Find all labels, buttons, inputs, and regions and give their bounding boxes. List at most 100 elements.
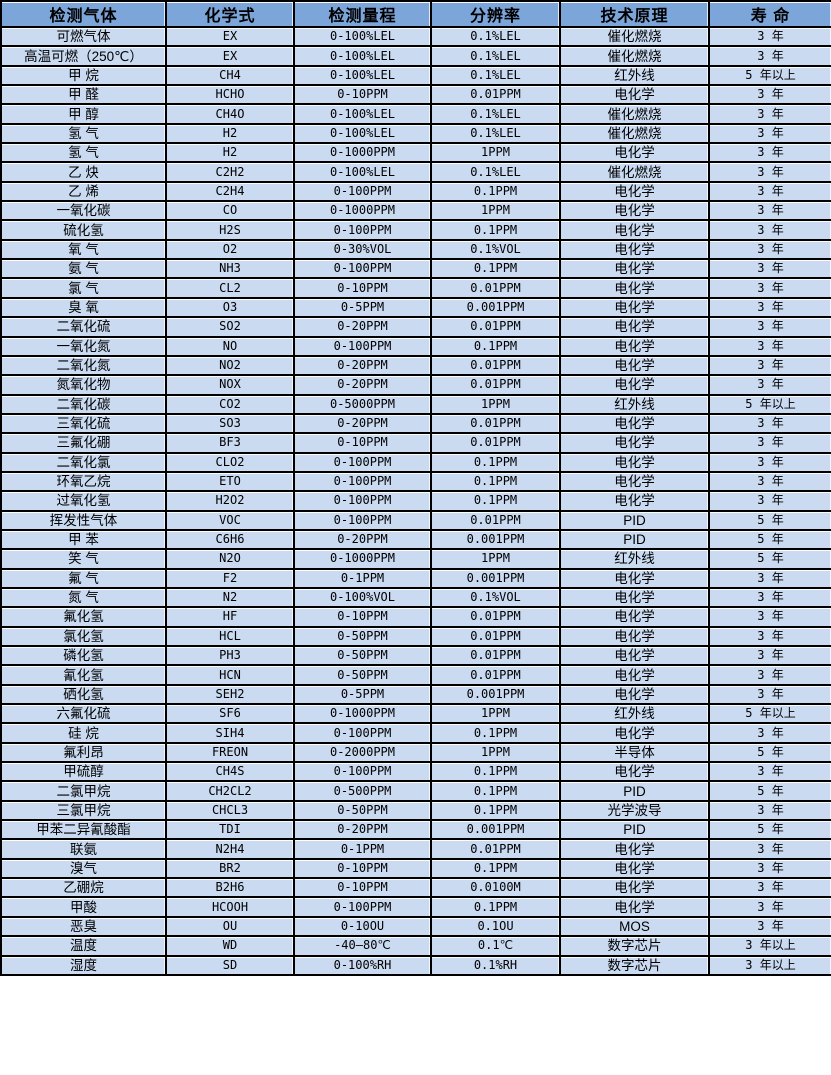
cell-gas-name: 三氯甲烷 bbox=[0, 799, 167, 822]
cell-lifespan: 3 年 bbox=[708, 683, 831, 706]
cell-gas-name: 氨 气 bbox=[0, 258, 167, 280]
cell-detection-range: 0-100PPM bbox=[293, 219, 432, 241]
table-row: 氨 气 NH3 0-100PPM 0.1PPM 电化学 3 年 bbox=[0, 258, 831, 280]
cell-detection-range: 0-20PPM bbox=[293, 528, 432, 551]
column-header-resolution: 分辨率 bbox=[430, 0, 561, 28]
cell-resolution: 0.1OU bbox=[430, 915, 561, 938]
table-row: 三氯甲烷 CHCL3 0-50PPM 0.1PPM 光学波导 3 年 bbox=[0, 799, 831, 822]
cell-chemical-formula: SO3 bbox=[165, 412, 295, 435]
cell-technology-principle: 电化学 bbox=[559, 664, 710, 686]
cell-technology-principle: PID bbox=[559, 528, 710, 551]
cell-technology-principle: 红外线 bbox=[559, 703, 710, 725]
cell-lifespan: 3 年以上 bbox=[708, 954, 831, 976]
cell-technology-principle: 红外线 bbox=[559, 64, 710, 87]
cell-gas-name: 三氧化硫 bbox=[0, 412, 167, 435]
cell-resolution: 0.1%LEL bbox=[430, 161, 561, 183]
table-row: 氮 气 N2 0-100%VOL 0.1%VOL 电化学 3 年 bbox=[0, 586, 831, 609]
cell-technology-principle: 催化燃烧 bbox=[559, 25, 710, 48]
cell-technology-principle: 电化学 bbox=[559, 896, 710, 918]
table-row: 甲 醇 CH4O 0-100%LEL 0.1%LEL 催化燃烧 3 年 bbox=[0, 103, 831, 125]
cell-resolution: 0.1PPM bbox=[430, 780, 561, 802]
cell-technology-principle: 红外线 bbox=[559, 393, 710, 415]
cell-technology-principle: 电化学 bbox=[559, 84, 710, 106]
table-row: 硅 烷 SIH4 0-100PPM 0.1PPM 电化学 3 年 bbox=[0, 722, 831, 744]
cell-resolution: 0.01PPM bbox=[430, 644, 561, 667]
cell-detection-range: 0-500PPM bbox=[293, 780, 432, 802]
cell-technology-principle: 电化学 bbox=[559, 490, 710, 512]
cell-technology-principle: 电化学 bbox=[559, 238, 710, 261]
cell-resolution: 0.1PPM bbox=[430, 490, 561, 512]
cell-chemical-formula: NH3 bbox=[165, 258, 295, 280]
cell-gas-name: 湿度 bbox=[0, 954, 167, 976]
cell-gas-name: 氧 气 bbox=[0, 238, 167, 261]
cell-resolution: 0.1℃ bbox=[430, 935, 561, 957]
cell-resolution: 0.01PPM bbox=[430, 412, 561, 435]
cell-resolution: 0.1%LEL bbox=[430, 64, 561, 87]
cell-detection-range: 0-50PPM bbox=[293, 664, 432, 686]
cell-lifespan: 3 年 bbox=[708, 374, 831, 396]
cell-technology-principle: 电化学 bbox=[559, 354, 710, 377]
cell-technology-principle: 电化学 bbox=[559, 374, 710, 396]
cell-gas-name: 二氧化氯 bbox=[0, 451, 167, 473]
table-row: 高温可燃（250℃） EX 0-100%LEL 0.1%LEL 催化燃烧 3 年 bbox=[0, 45, 831, 67]
cell-lifespan: 5 年 bbox=[708, 741, 831, 764]
table-row: 可燃气体 EX 0-100%LEL 0.1%LEL 催化燃烧 3 年 bbox=[0, 25, 831, 48]
cell-lifespan: 3 年 bbox=[708, 277, 831, 299]
cell-chemical-formula: H2O2 bbox=[165, 490, 295, 512]
table-row: 乙 炔 C2H2 0-100%LEL 0.1%LEL 催化燃烧 3 年 bbox=[0, 161, 831, 183]
cell-chemical-formula: HCN bbox=[165, 664, 295, 686]
gas-sensor-spec-table: 检测气体 化学式 检测量程 分辨率 技术原理寿 命 可燃气体 EX 0-100%LEL 0.1… bbox=[0, 0, 831, 976]
cell-lifespan: 3 年以上 bbox=[708, 935, 831, 957]
cell-chemical-formula: CL2 bbox=[165, 277, 295, 299]
cell-detection-range: 0-100%LEL bbox=[293, 25, 432, 48]
cell-detection-range: 0-100PPM bbox=[293, 258, 432, 280]
cell-technology-principle: 催化燃烧 bbox=[559, 103, 710, 125]
cell-resolution: 0.1PPM bbox=[430, 335, 561, 357]
cell-chemical-formula: FREON bbox=[165, 741, 295, 764]
cell-resolution: 1PPM bbox=[430, 548, 561, 570]
table-row: 氟化氢 HF 0-10PPM 0.01PPM 电化学 3 年 bbox=[0, 606, 831, 628]
cell-detection-range: 0-50PPM bbox=[293, 625, 432, 648]
cell-chemical-formula: CO bbox=[165, 200, 295, 222]
cell-gas-name: 过氧化氢 bbox=[0, 490, 167, 512]
cell-technology-principle: 电化学 bbox=[559, 180, 710, 203]
table-row: 一氧化氮 NO 0-100PPM 0.1PPM 电化学 3 年 bbox=[0, 335, 831, 357]
cell-lifespan: 3 年 bbox=[708, 451, 831, 473]
cell-gas-name: 硒化氢 bbox=[0, 683, 167, 706]
cell-detection-range: 0-100PPM bbox=[293, 896, 432, 918]
cell-gas-name: 笑 气 bbox=[0, 548, 167, 570]
cell-technology-principle: MOS bbox=[559, 915, 710, 938]
table-row: 二氧化碳 CO2 0-5000PPM 1PPM 红外线 5 年以上 bbox=[0, 393, 831, 415]
cell-detection-range: 0-30%VOL bbox=[293, 238, 432, 261]
table-row: 二氧化硫 SO2 0-20PPM 0.01PPM 电化学 3 年 bbox=[0, 316, 831, 338]
cell-technology-principle: 电化学 bbox=[559, 857, 710, 880]
cell-technology-principle: 半导体 bbox=[559, 741, 710, 764]
cell-resolution: 0.1PPM bbox=[430, 258, 561, 280]
cell-lifespan: 3 年 bbox=[708, 606, 831, 628]
table-row: 乙硼烷 B2H6 0-10PPM 0.0100M 电化学 3 年 bbox=[0, 877, 831, 899]
cell-detection-range: 0-20PPM bbox=[293, 316, 432, 338]
cell-gas-name: 一氧化氮 bbox=[0, 335, 167, 357]
cell-gas-name: 臭 氧 bbox=[0, 296, 167, 319]
cell-resolution: 0.1PPM bbox=[430, 857, 561, 880]
cell-detection-range: 0-1000PPM bbox=[293, 548, 432, 570]
cell-gas-name: 氟利昂 bbox=[0, 741, 167, 764]
cell-lifespan: 5 年以上 bbox=[708, 64, 831, 87]
cell-detection-range: 0-100%RH bbox=[293, 954, 432, 976]
cell-gas-name: 甲 醛 bbox=[0, 84, 167, 106]
cell-resolution: 0.01PPM bbox=[430, 625, 561, 648]
table-row: 二氧化氯 CLO2 0-100PPM 0.1PPM 电化学 3 年 bbox=[0, 451, 831, 473]
cell-resolution: 0.1PPM bbox=[430, 761, 561, 783]
table-row: 臭 氧 O3 0-5PPM 0.001PPM 电化学 3 年 bbox=[0, 296, 831, 319]
table-row: 甲 烷 CH4 0-100%LEL 0.1%LEL 红外线 5 年以上 bbox=[0, 64, 831, 87]
cell-resolution: 0.01PPM bbox=[430, 374, 561, 396]
cell-resolution: 0.01PPM bbox=[430, 316, 561, 338]
cell-technology-principle: PID bbox=[559, 819, 710, 841]
cell-technology-principle: 电化学 bbox=[559, 258, 710, 280]
cell-lifespan: 3 年 bbox=[708, 25, 831, 48]
cell-lifespan: 3 年 bbox=[708, 567, 831, 589]
cell-resolution: 0.001PPM bbox=[430, 567, 561, 589]
cell-lifespan: 3 年 bbox=[708, 335, 831, 357]
cell-resolution: 1PPM bbox=[430, 200, 561, 222]
cell-technology-principle: 电化学 bbox=[559, 470, 710, 493]
